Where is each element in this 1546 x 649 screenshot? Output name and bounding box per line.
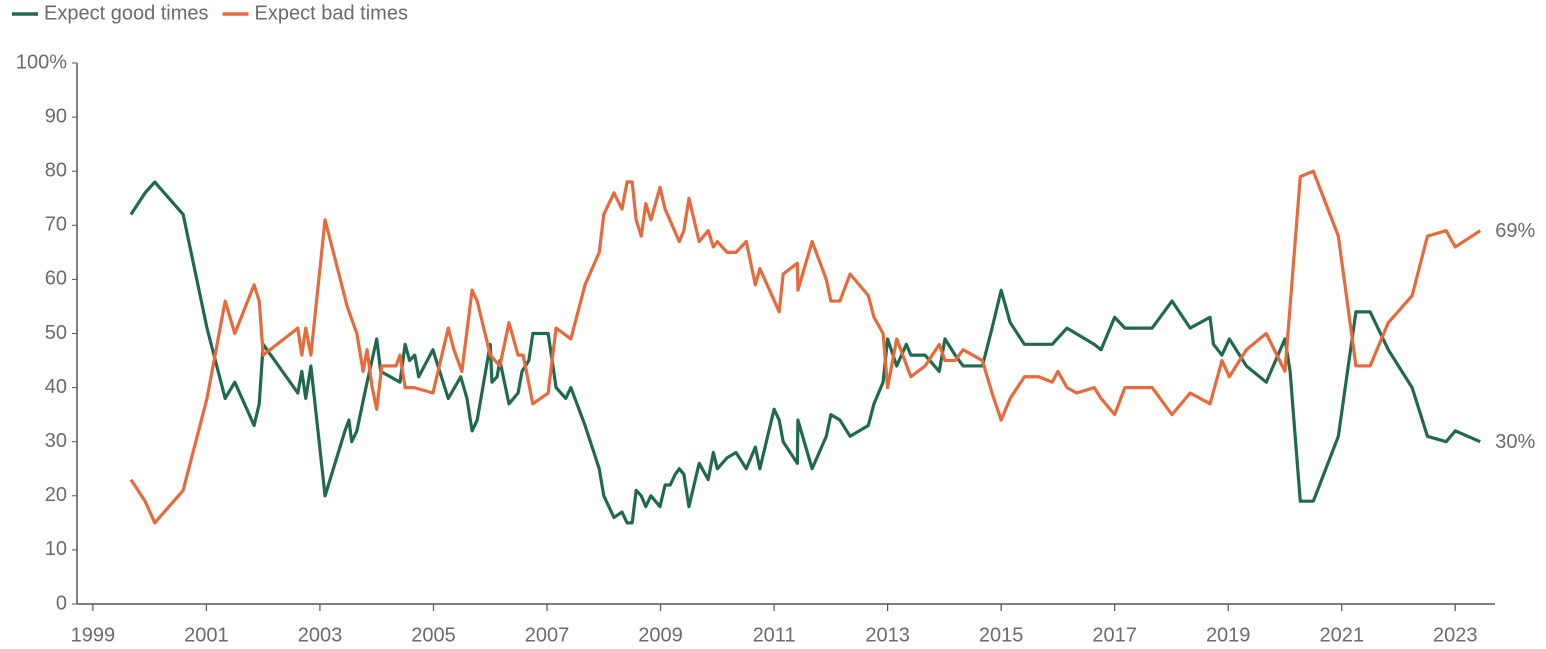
- end-label: 69%: [1495, 220, 1535, 242]
- y-tick-label: 10: [45, 538, 67, 560]
- y-tick-label: 100%: [16, 51, 67, 73]
- series-line: [129, 180, 1481, 525]
- x-tick-label: 1999: [71, 624, 116, 646]
- series-line: [129, 169, 1482, 525]
- y-tick-label: 70: [45, 214, 67, 236]
- x-tick-label: 2021: [1319, 624, 1364, 646]
- x-tick-label: 2017: [1092, 624, 1137, 646]
- y-tick-label: 20: [45, 484, 67, 506]
- y-tick-label: 30: [45, 430, 67, 452]
- y-tick-label: 40: [45, 376, 67, 398]
- x-tick-label: 2001: [184, 624, 229, 646]
- x-tick-label: 2005: [411, 624, 456, 646]
- x-tick-label: 2009: [638, 624, 683, 646]
- y-tick-label: 50: [45, 322, 67, 344]
- x-tick-label: 2019: [1206, 624, 1251, 646]
- legend: Expect good times Expect bad times: [12, 2, 408, 24]
- end-label: 30%: [1495, 431, 1535, 453]
- x-tick-label: 2015: [979, 624, 1024, 646]
- x-tick-label: 2007: [525, 624, 570, 646]
- legend-label: Expect good times: [44, 2, 209, 24]
- x-tick-label: 2003: [298, 624, 343, 646]
- y-tick-label: 80: [45, 159, 67, 181]
- y-tick-label: 60: [45, 268, 67, 290]
- legend-label: Expect bad times: [255, 2, 408, 24]
- x-tick-label: 2013: [865, 624, 910, 646]
- x-tick-label: 2011: [753, 624, 796, 646]
- y-tick-label: 90: [45, 105, 67, 127]
- x-tick-label: 2023: [1433, 624, 1478, 646]
- y-tick-label: 0: [56, 592, 67, 614]
